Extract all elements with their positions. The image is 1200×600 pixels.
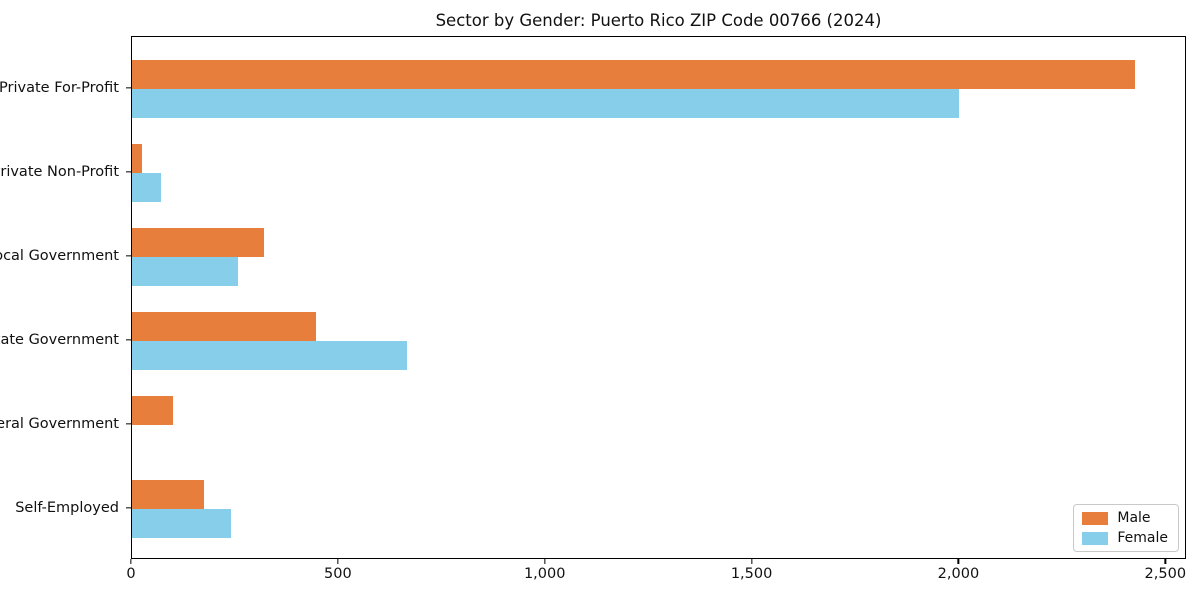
x-tick-mark <box>130 559 132 564</box>
legend-entry-female: Female <box>1082 531 1168 545</box>
male-bar <box>132 480 204 509</box>
bar-group-private-non-profit <box>132 144 1185 202</box>
bar-group-state-government <box>132 312 1185 370</box>
female-bar <box>132 509 231 538</box>
x-tick-label: 1,000 <box>523 566 566 582</box>
legend: Male Female <box>1073 504 1179 552</box>
y-tick-mark <box>126 507 131 509</box>
legend-label-male: Male <box>1117 510 1151 526</box>
x-tick-mark <box>1164 559 1166 564</box>
male-swatch-icon <box>1082 511 1109 525</box>
x-tick-label: 1,500 <box>730 566 773 582</box>
bar-group-local-government <box>132 228 1185 286</box>
y-tick-mark <box>126 171 131 173</box>
bar-group-self-employed <box>132 480 1185 538</box>
bar-group-federal-government <box>132 396 1185 454</box>
female-swatch-icon <box>1082 531 1109 545</box>
female-bar <box>132 341 407 370</box>
legend-entry-male: Male <box>1082 511 1168 525</box>
x-tick-label: 2,000 <box>937 566 980 582</box>
x-tick-label: 2,500 <box>1144 566 1187 582</box>
legend-label-female: Female <box>1117 530 1168 546</box>
male-bar <box>132 228 264 257</box>
y-tick-label: Federal Government <box>0 416 119 432</box>
x-tick-mark <box>544 559 546 564</box>
x-tick-label: 500 <box>324 566 352 582</box>
x-tick-label: 0 <box>126 566 136 582</box>
x-tick-mark <box>750 559 753 564</box>
y-tick-label: Private For-Profit <box>0 80 119 96</box>
x-tick-mark <box>957 559 960 564</box>
y-tick-label: Local Government <box>0 248 119 264</box>
female-bar <box>132 89 959 118</box>
y-tick-mark <box>126 339 131 341</box>
male-bar <box>132 312 316 341</box>
y-tick-mark <box>126 87 131 89</box>
male-bar <box>132 60 1135 89</box>
plot-area: Male Female <box>131 36 1186 559</box>
y-tick-label: Self-Employed <box>15 500 119 516</box>
female-bar <box>132 257 238 286</box>
y-tick-label: Private Non-Profit <box>0 164 119 180</box>
chart-title: Sector by Gender: Puerto Rico ZIP Code 0… <box>435 11 882 30</box>
male-bar <box>132 144 142 173</box>
y-tick-label: State Government <box>0 332 119 348</box>
male-bar <box>132 396 173 425</box>
female-bar <box>132 173 161 202</box>
x-tick-mark <box>337 559 339 564</box>
y-tick-mark <box>126 423 131 425</box>
y-tick-mark <box>126 255 131 257</box>
bar-group-private-for-profit <box>132 60 1185 118</box>
